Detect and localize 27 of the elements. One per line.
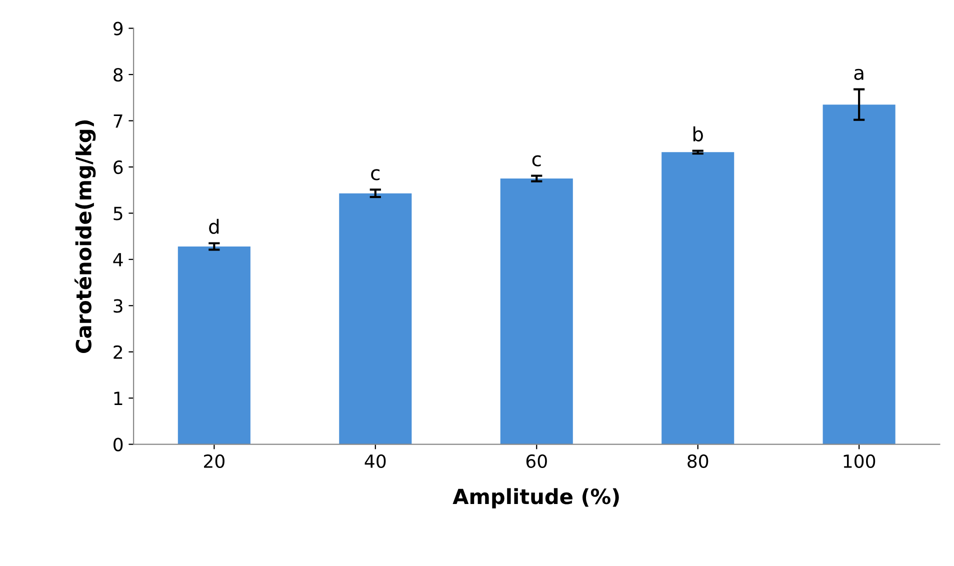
x-tick-label: 60 (526, 454, 547, 468)
x-tick-label: 100 (844, 454, 876, 468)
y-tick-label: 7 (114, 114, 122, 128)
bar (500, 178, 573, 444)
y-tick-label: 6 (114, 160, 123, 174)
y-tick-label: 3 (114, 299, 122, 313)
y-tick-label: 2 (114, 345, 122, 359)
bar (178, 246, 250, 444)
bar (822, 104, 896, 444)
y-tick-label: 5 (114, 206, 122, 220)
y-tick-label: 0 (114, 438, 123, 452)
annotation: c (371, 169, 380, 180)
x-axis-title: Amplitude (%) (452, 488, 619, 508)
bar (662, 152, 734, 444)
bar (339, 193, 412, 444)
annotation: a (854, 68, 864, 80)
annotation: b (693, 126, 703, 142)
y-axis-title: Caroténoide(mg/kg) (74, 120, 96, 353)
x-tick-label: 80 (688, 454, 708, 468)
x-tick-label: 20 (204, 454, 224, 468)
annotation: d (209, 218, 219, 234)
y-tick-label: 9 (113, 22, 123, 36)
y-tick-label: 4 (113, 253, 123, 266)
annotation: c (532, 155, 541, 166)
y-tick-label: 1 (114, 392, 122, 405)
y-tick-label: 8 (114, 68, 123, 82)
x-tick-label: 40 (364, 454, 386, 468)
